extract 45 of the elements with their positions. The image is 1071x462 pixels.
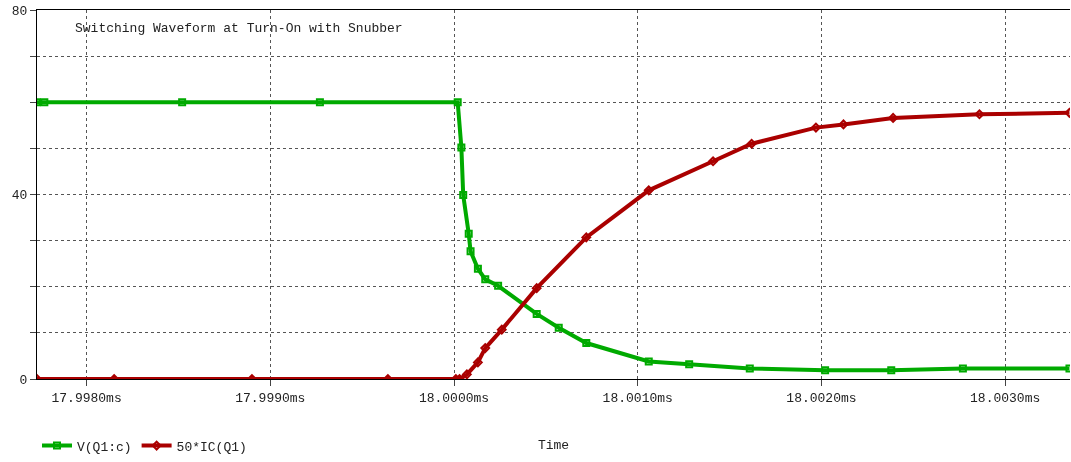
point [708, 156, 718, 167]
point [457, 143, 466, 152]
point [453, 98, 462, 107]
point [178, 98, 187, 107]
point [582, 339, 591, 348]
y-tick-label: 80 [11, 3, 28, 19]
point [473, 264, 482, 273]
x-tick-label: 17.9990ms [235, 390, 306, 406]
point [811, 122, 821, 133]
point [461, 369, 472, 379]
point [644, 357, 653, 366]
point [887, 366, 896, 375]
point [494, 281, 503, 290]
point [531, 283, 542, 294]
point [821, 366, 830, 375]
x-tick-label: 17.9980ms [51, 390, 122, 406]
point [481, 275, 490, 284]
point [464, 229, 473, 238]
point [466, 247, 475, 256]
point [745, 364, 754, 373]
point [581, 232, 592, 243]
point [685, 360, 694, 369]
point [40, 98, 49, 107]
point [974, 109, 985, 120]
point [473, 357, 483, 368]
point [958, 364, 967, 373]
x-tick-label: 18.0000ms [418, 390, 490, 406]
point [459, 190, 468, 199]
y-tick-label: 0 [19, 372, 28, 388]
x-axis-title: Time [537, 438, 570, 454]
point [480, 343, 491, 353]
legend-label: 50*IC(Q1) [176, 439, 247, 455]
x-tick-label: 18.0030ms [970, 390, 1041, 406]
point [496, 324, 507, 335]
point [532, 309, 541, 318]
point [888, 113, 898, 123]
legend-label: V(Q1:c) [77, 439, 132, 455]
x-tick-label: 18.0020ms [786, 390, 857, 406]
x-tick-label: 18.0010ms [602, 390, 673, 406]
text: Switching Waveform at Turn-On with Snubber [75, 21, 403, 36]
point [554, 323, 563, 332]
y-tick-label: 40 [11, 188, 28, 204]
point [746, 138, 757, 149]
point [643, 185, 654, 196]
point [315, 98, 324, 107]
